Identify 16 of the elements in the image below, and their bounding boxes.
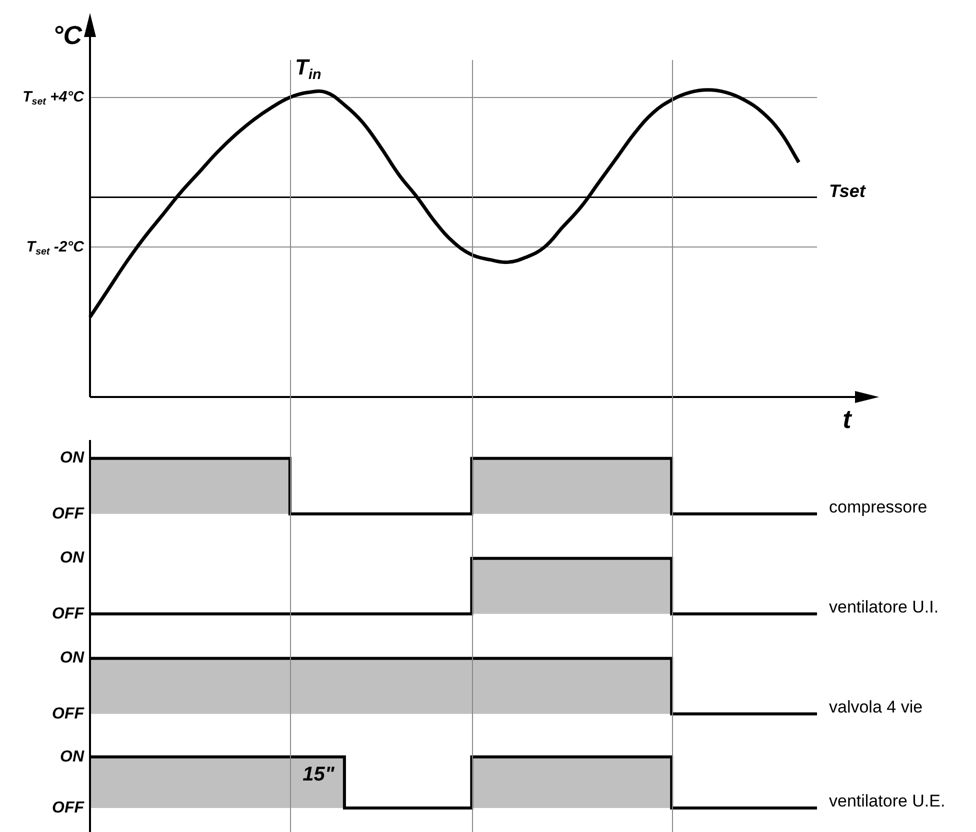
x-axis-title: t (842, 404, 853, 434)
annotation: ON (60, 550, 84, 567)
ref-line-label: Tset (829, 181, 866, 202)
annotation: 15" (302, 763, 335, 786)
series-label: ventilatore U.E. (829, 792, 946, 811)
annotation: ON (60, 748, 84, 766)
series-label: compressore (829, 498, 928, 517)
annotation: OFF (52, 505, 86, 522)
annotation: OFF (52, 799, 86, 816)
y-axis-title: °C (52, 20, 84, 50)
series-label: valvola 4 vie (829, 698, 923, 717)
annotation: OFF (52, 705, 86, 722)
annotation: OFF (52, 605, 86, 622)
annotation: ON (60, 450, 84, 467)
series-label: ventilatore U.I. (829, 598, 939, 617)
annotation: ON (60, 650, 84, 667)
